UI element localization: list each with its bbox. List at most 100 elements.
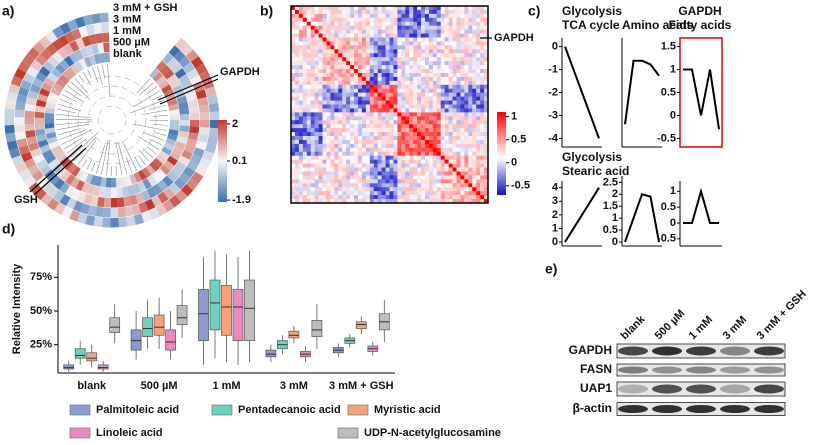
matrix-cell [413,163,418,168]
heatmap-cell [93,216,103,228]
matrix-cell [294,92,300,97]
heatmap-cell [193,147,205,158]
matrix-cell [393,21,398,26]
matrix-cell [294,17,300,23]
matrix-cell [472,76,477,82]
matrix-cell [350,33,355,38]
matrix-cell [428,124,434,129]
matrix-cell [322,108,327,113]
matrix-cell [468,143,473,149]
matrix-cell [346,49,351,54]
matrix-cell [357,143,363,149]
matrix-cell [322,183,327,188]
matrix-cell [460,88,465,93]
matrix-cell [421,17,426,23]
matrix-cell [389,21,394,26]
matrix-cell [397,69,402,74]
matrix-cell [354,191,359,196]
box [355,321,367,329]
matrix-cell [342,175,347,180]
matrix-cell [401,159,406,164]
heatmap-cell [52,82,64,92]
matrix-cell [385,53,390,58]
matrix-cell [452,199,457,204]
heatmap-cell [118,216,128,228]
matrix-cell [291,159,296,164]
matrix-cell [448,167,453,172]
matrix-cell [484,80,489,86]
matrix-cell [421,112,426,117]
matrix-cell [385,136,390,141]
matrix-cell [377,195,382,200]
matrix-cell [334,155,339,160]
matrix-cell [334,92,339,97]
matrix-cell [322,13,327,19]
matrix-cell [322,147,327,153]
heatmap-cell [180,184,194,197]
heatmap-cell [30,147,42,158]
matrix-cell [452,116,457,121]
matrix-cell [393,84,398,90]
matrix-cell [302,128,308,133]
matrix-cell [456,9,461,15]
matrix-cell [291,96,296,101]
matrix-cell [381,25,386,30]
matrix-cell [460,76,465,82]
matrix-cell [318,175,323,180]
heatmap-cell [85,45,94,57]
matrix-cell [452,25,457,30]
matrix-cell [444,80,449,86]
matrix-cell [377,72,382,78]
matrix-cell [369,49,375,54]
heatmap-cell [202,150,215,162]
matrix-cell [480,9,485,15]
matrix-cell [405,84,410,90]
y-tick-label: -0.5 [657,132,676,144]
matrix-cell [436,33,442,38]
matrix-cell [298,132,304,137]
matrix-cell [389,72,394,78]
blot-band [686,366,716,374]
matrix-cell [401,33,406,38]
matrix-cell [480,175,485,180]
matrix-cell [460,179,465,184]
matrix-cell [424,147,430,153]
dendrogram-branch [74,78,88,94]
matrix-cell [322,151,327,157]
matrix-cell [468,124,473,129]
matrix-cell [302,6,308,11]
matrix-cell [424,128,430,133]
matrix-cell [330,179,335,184]
matrix-cell [377,37,382,42]
matrix-cell [389,132,394,137]
matrix-cell [306,100,311,105]
heatmap-cell [81,182,90,194]
heatmap-cell [198,126,210,136]
matrix-cell [346,57,351,62]
matrix-cell [291,9,296,15]
matrix-cell [385,159,390,164]
matrix-cell [476,183,481,188]
matrix-cell [440,21,445,26]
matrix-cell [397,96,402,101]
matrix-cell [302,37,308,42]
matrix-cell [357,139,363,145]
matrix-cell [436,45,442,50]
matrix-cell [310,104,315,109]
matrix-cell [389,100,394,105]
matrix-cell [444,45,449,50]
matrix-cell [432,17,438,23]
matrix-cell [306,53,311,58]
matrix-cell [326,13,331,19]
matrix-cell [330,104,335,109]
matrix-cell [456,124,461,129]
matrix-cell [452,143,457,149]
matrix-cell [421,163,426,168]
matrix-cell [326,139,331,145]
matrix-cell [468,41,473,46]
matrix-cell [472,33,477,38]
matrix-cell [350,147,355,153]
matrix-cell [361,25,367,30]
matrix-cell [421,9,426,15]
matrix-cell [464,96,469,101]
